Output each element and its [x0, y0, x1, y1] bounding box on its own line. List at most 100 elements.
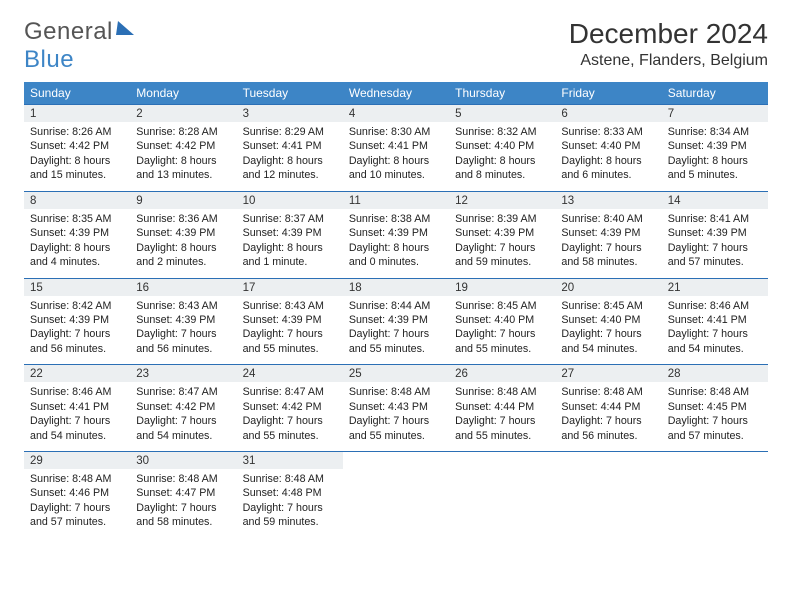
sunrise-line: Sunrise: 8:30 AM — [349, 126, 430, 138]
sunrise-line: Sunrise: 8:48 AM — [136, 473, 217, 485]
day-number-cell: 2 — [130, 105, 236, 123]
sunset-line: Sunset: 4:39 PM — [668, 140, 747, 152]
daylight-line: Daylight: 8 hours and 6 minutes. — [561, 155, 641, 181]
day-number-cell: 31 — [237, 452, 343, 470]
daylight-line: Daylight: 7 hours and 54 minutes. — [136, 415, 216, 441]
day-number-cell: 21 — [662, 278, 768, 296]
day-body-row: Sunrise: 8:42 AMSunset: 4:39 PMDaylight:… — [24, 296, 768, 365]
day-detail-cell: Sunrise: 8:28 AMSunset: 4:42 PMDaylight:… — [130, 122, 236, 191]
sunrise-line: Sunrise: 8:43 AM — [243, 300, 324, 312]
calendar-page: General Blue December 2024 Astene, Fland… — [0, 0, 792, 548]
weekday-header: Thursday — [449, 82, 555, 105]
day-number-row: 1234567 — [24, 105, 768, 123]
weekday-header: Wednesday — [343, 82, 449, 105]
sunset-line: Sunset: 4:41 PM — [668, 314, 747, 326]
day-detail-cell: Sunrise: 8:30 AM Sunset: 4:41 PM Daylight:… — [343, 122, 449, 191]
sunrise-line: Sunrise: 8:36 AM — [136, 213, 217, 225]
sunset-line: Sunset: 4:41 PM — [349, 140, 428, 152]
daylight-line: Daylight: 7 hours and 55 minutes. — [243, 328, 323, 354]
day-body-row: Sunrise: 8:26 AM Sunset: 4:42 PM Daylight:… — [24, 122, 768, 191]
day-number-cell: 19 — [449, 278, 555, 296]
sunrise-line: Sunrise: 8:28 AM — [136, 126, 217, 138]
sunrise-line: Sunrise: 8:26 AM — [30, 126, 111, 138]
day-detail-cell: Sunrise: 8:48 AMSunset: 4:48 PMDaylight:… — [237, 469, 343, 538]
sunrise-line: Sunrise: 8:47 AM — [136, 386, 217, 398]
daylight-line: Daylight: 7 hours and 59 minutes. — [455, 242, 535, 268]
sunrise-line: Sunrise: 8:38 AM — [349, 213, 430, 225]
day-detail-cell: Sunrise: 8:48 AMSunset: 4:47 PMDaylight:… — [130, 469, 236, 538]
daylight-line: Daylight: 8 hours and 1 minute. — [243, 242, 323, 268]
day-number-cell: 30 — [130, 452, 236, 470]
sunrise-line: Sunrise: 8:43 AM — [136, 300, 217, 312]
sunset-line: Sunset: 4:40 PM — [455, 314, 534, 326]
sunrise-line: Sunrise: 8:44 AM — [349, 300, 430, 312]
sunset-line: Sunset: 4:39 PM — [455, 227, 534, 239]
title-block: December 2024 Astene, Flanders, Belgium — [569, 18, 768, 70]
day-detail-cell: Sunrise: 8:35 AMSunset: 4:39 PMDaylight:… — [24, 209, 130, 278]
day-number-cell — [343, 452, 449, 470]
day-detail-cell: Sunrise: 8:45 AMSunset: 4:40 PMDaylight:… — [449, 296, 555, 365]
sunrise-line: Sunrise: 8:48 AM — [668, 386, 749, 398]
day-detail-cell: Sunrise: 8:40 AMSunset: 4:39 PMDaylight:… — [555, 209, 661, 278]
day-number-cell: 15 — [24, 278, 130, 296]
sunrise-line: Sunrise: 8:29 AM — [243, 126, 324, 138]
sunset-line: Sunset: 4:43 PM — [349, 401, 428, 413]
daylight-line: Daylight: 7 hours and 59 minutes. — [243, 502, 323, 528]
sunrise-line: Sunrise: 8:35 AM — [30, 213, 111, 225]
sunrise-line: Sunrise: 8:34 AM — [668, 126, 749, 138]
header-row: General Blue December 2024 Astene, Fland… — [24, 18, 768, 74]
sunset-line: Sunset: 4:39 PM — [349, 227, 428, 239]
daylight-line: Daylight: 7 hours and 56 minutes. — [561, 415, 641, 441]
sunset-line: Sunset: 4:39 PM — [136, 227, 215, 239]
day-number-cell: 6 — [555, 105, 661, 123]
sunset-line: Sunset: 4:45 PM — [668, 401, 747, 413]
sunrise-line: Sunrise: 8:41 AM — [668, 213, 749, 225]
day-detail-cell: Sunrise: 8:44 AMSunset: 4:39 PMDaylight:… — [343, 296, 449, 365]
day-body-row: Sunrise: 8:46 AMSunset: 4:41 PMDaylight:… — [24, 382, 768, 451]
day-detail-cell: Sunrise: 8:48 AMSunset: 4:44 PMDaylight:… — [555, 382, 661, 451]
daylight-line: Daylight: 7 hours and 58 minutes. — [561, 242, 641, 268]
day-number-cell: 14 — [662, 191, 768, 209]
day-detail-cell: Sunrise: 8:41 AMSunset: 4:39 PMDaylight:… — [662, 209, 768, 278]
daylight-line: Daylight: 8 hours and 10 minutes. — [349, 155, 429, 181]
day-number-cell: 13 — [555, 191, 661, 209]
sunrise-line: Sunrise: 8:37 AM — [243, 213, 324, 225]
day-detail-cell: Sunrise: 8:48 AMSunset: 4:45 PMDaylight:… — [662, 382, 768, 451]
sunrise-line: Sunrise: 8:48 AM — [30, 473, 111, 485]
daylight-line: Daylight: 7 hours and 56 minutes. — [136, 328, 216, 354]
day-number-row: 15161718192021 — [24, 278, 768, 296]
brand-triangle-icon — [116, 21, 136, 35]
weekday-header: Monday — [130, 82, 236, 105]
day-detail-cell: Sunrise: 8:45 AMSunset: 4:40 PMDaylight:… — [555, 296, 661, 365]
day-detail-cell: Sunrise: 8:29 AMSunset: 4:41 PMDaylight:… — [237, 122, 343, 191]
daylight-line: Daylight: 8 hours and 8 minutes. — [455, 155, 535, 181]
daylight-line: Daylight: 7 hours and 55 minutes. — [243, 415, 323, 441]
sunset-line: Sunset: 4:39 PM — [243, 227, 322, 239]
day-number-cell: 24 — [237, 365, 343, 383]
sunrise-line: Sunrise: 8:48 AM — [243, 473, 324, 485]
day-detail-cell: Sunrise: 8:46 AMSunset: 4:41 PMDaylight:… — [662, 296, 768, 365]
daylight-line: Daylight: 8 hours and 13 minutes. — [136, 155, 216, 181]
daylight-line: Daylight: 8 hours and 2 minutes. — [136, 242, 216, 268]
day-number-row: 293031 — [24, 452, 768, 470]
day-number-row: 891011121314 — [24, 191, 768, 209]
sunrise-line: Sunrise: 8:33 AM — [561, 126, 642, 138]
sunset-line: Sunset: 4:42 PM — [30, 140, 109, 152]
daylight-line: Daylight: 7 hours and 55 minutes. — [455, 415, 535, 441]
daylight-line: Daylight: 7 hours and 57 minutes. — [30, 502, 110, 528]
sunset-line: Sunset: 4:46 PM — [30, 487, 109, 499]
day-detail-cell: Sunrise: 8:46 AMSunset: 4:41 PMDaylight:… — [24, 382, 130, 451]
day-detail-cell: Sunrise: 8:39 AMSunset: 4:39 PMDaylight:… — [449, 209, 555, 278]
sunset-line: Sunset: 4:42 PM — [136, 401, 215, 413]
sunset-line: Sunset: 4:42 PM — [243, 401, 322, 413]
day-number-cell: 17 — [237, 278, 343, 296]
day-detail-cell: Sunrise: 8:47 AM Sunset: 4:42 PM Daylight:… — [130, 382, 236, 451]
day-detail-cell: Sunrise: 8:34 AMSunset: 4:39 PMDaylight:… — [662, 122, 768, 191]
daylight-line: Daylight: 7 hours and 58 minutes. — [136, 502, 216, 528]
sunrise-line: Sunrise: 8:42 AM — [30, 300, 111, 312]
day-detail-cell: Sunrise: 8:42 AMSunset: 4:39 PMDaylight:… — [24, 296, 130, 365]
day-detail-cell — [555, 469, 661, 538]
day-body-row: Sunrise: 8:48 AM Sunset: 4:46 PM Daylight:… — [24, 469, 768, 538]
weekday-header: Sunday — [24, 82, 130, 105]
sunrise-line: Sunrise: 8:48 AM — [455, 386, 536, 398]
